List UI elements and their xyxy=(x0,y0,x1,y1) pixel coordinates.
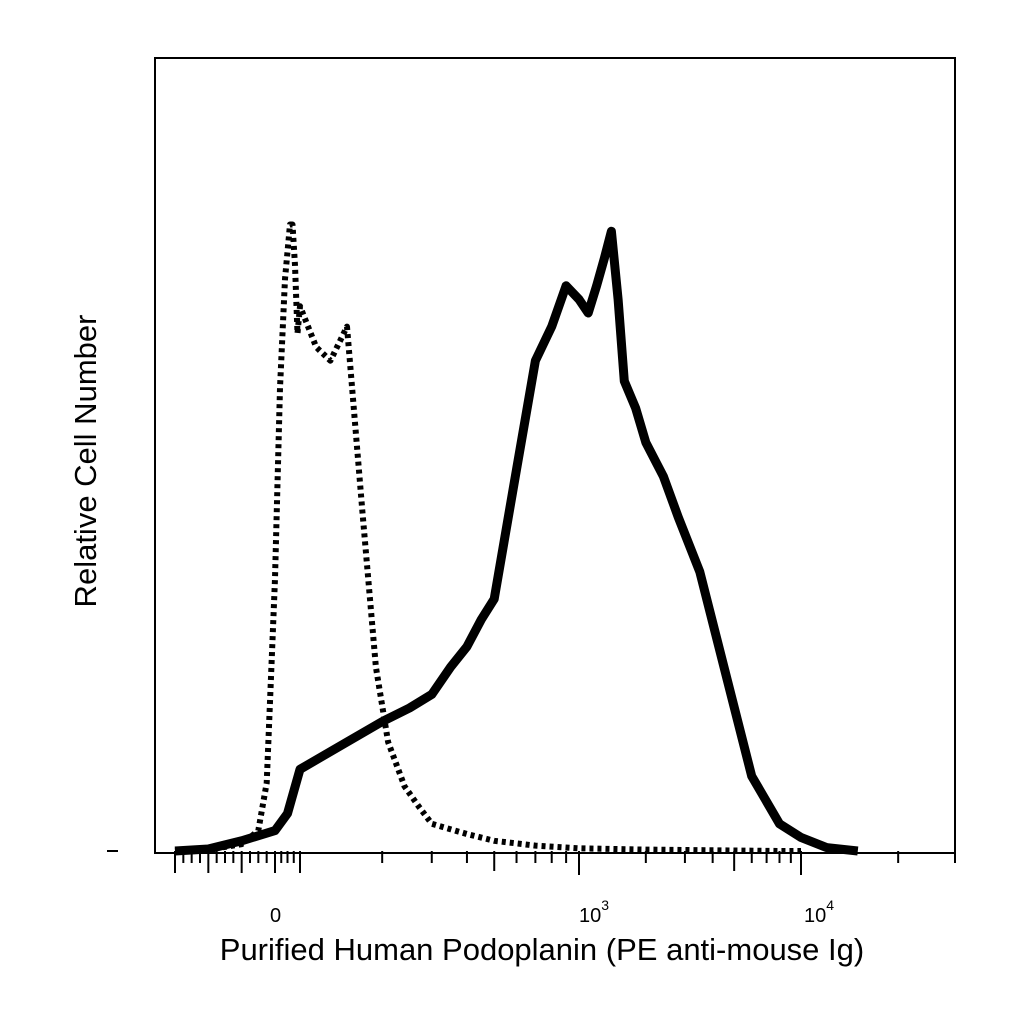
series-line-solid xyxy=(174,226,859,856)
series-layer xyxy=(174,221,859,856)
y-axis-title: Relative Cell Number xyxy=(68,315,103,608)
series-line-dotted xyxy=(174,221,801,854)
x-axis-ticks xyxy=(174,851,956,875)
x-tick-labels: 0 103 104 xyxy=(270,897,834,927)
x-axis-title: Purified Human Podoplanin (PE anti-mouse… xyxy=(220,932,864,967)
x-tick-label-0: 0 xyxy=(270,905,281,927)
plot-frame xyxy=(154,57,956,854)
x-tick-label-1e4: 104 xyxy=(804,897,834,927)
x-tick-label-1e3: 103 xyxy=(579,897,609,927)
